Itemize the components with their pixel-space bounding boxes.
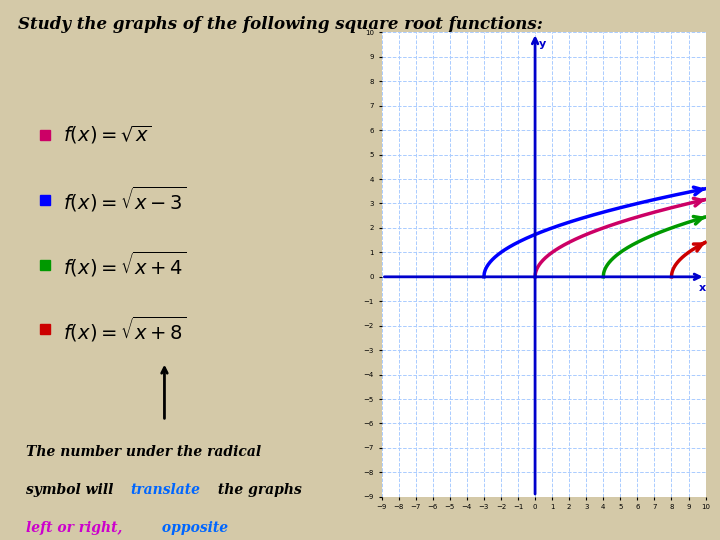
Text: y: y (539, 39, 546, 49)
Text: $f(x) = \sqrt{x}$: $f(x) = \sqrt{x}$ (63, 124, 152, 146)
Text: the graphs: the graphs (213, 483, 302, 497)
Text: Study the graphs of the following square root functions:: Study the graphs of the following square… (19, 16, 544, 33)
Text: translate: translate (131, 483, 201, 497)
Text: opposite: opposite (157, 521, 228, 535)
Text: $f(x) = \sqrt{x-3}$: $f(x) = \sqrt{x-3}$ (63, 185, 187, 214)
Text: left or right,: left or right, (26, 521, 122, 535)
Text: $f(x) = \sqrt{x+8}$: $f(x) = \sqrt{x+8}$ (63, 315, 187, 344)
Text: The number under the radical: The number under the radical (26, 446, 261, 460)
Text: $f(x) = \sqrt{x+4}$: $f(x) = \sqrt{x+4}$ (63, 250, 187, 279)
Text: x: x (699, 284, 706, 293)
Text: symbol will: symbol will (26, 483, 118, 497)
